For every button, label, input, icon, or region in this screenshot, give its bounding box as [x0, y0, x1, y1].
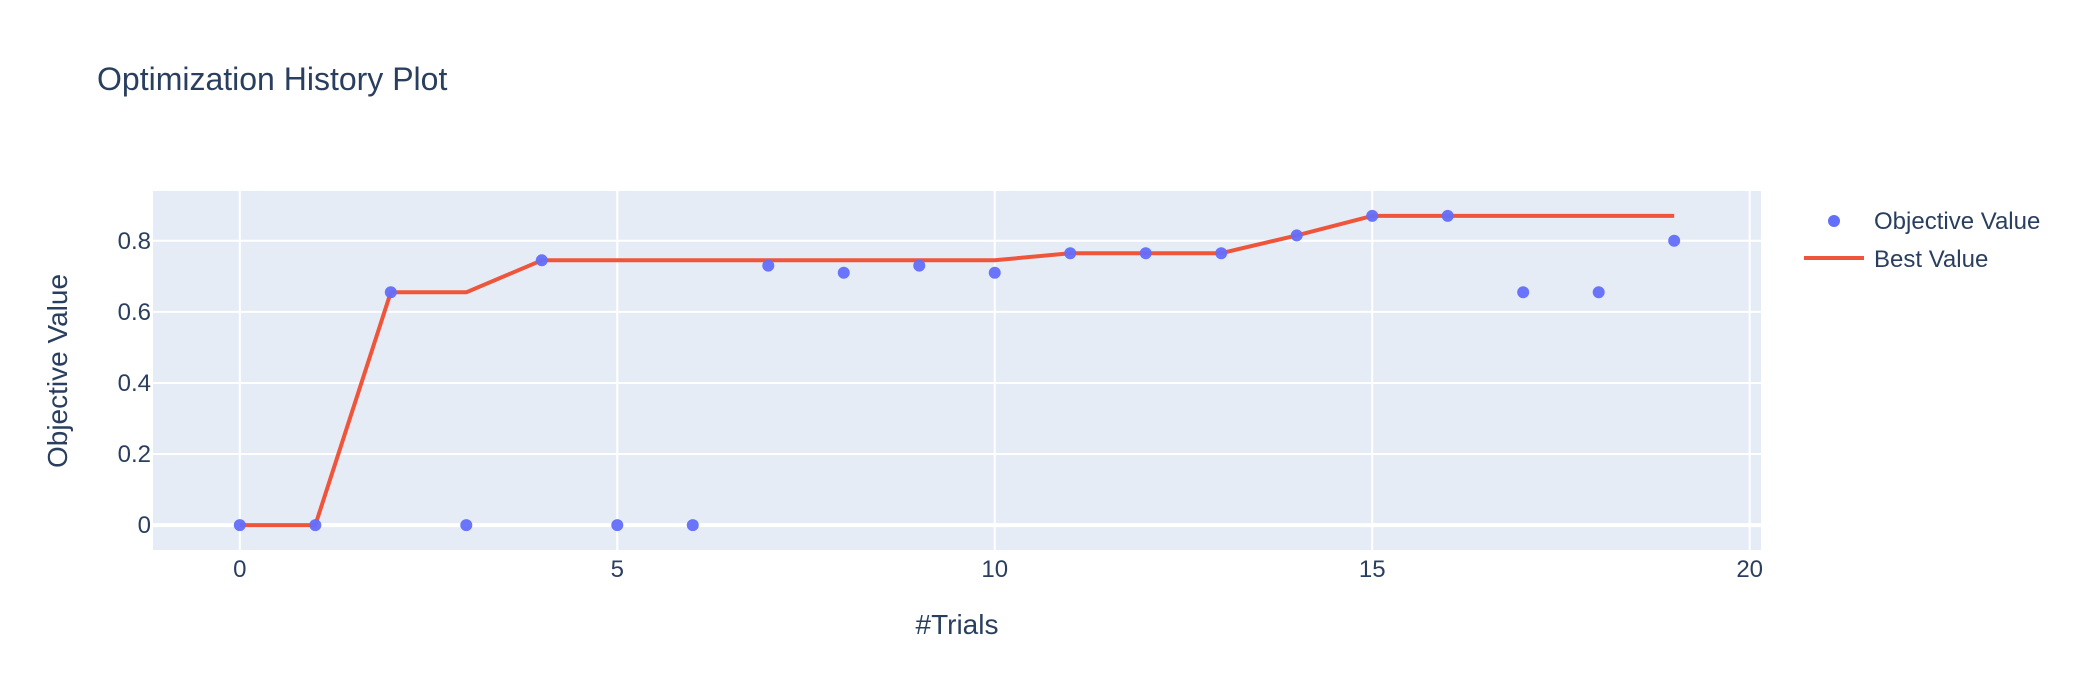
legend-label: Objective Value [1874, 208, 2040, 235]
y-tick-label: 0 [138, 512, 151, 539]
legend-label: Best Value [1874, 246, 1988, 273]
series-layer [233, 209, 1681, 532]
x-axis-title: #Trials [916, 609, 999, 640]
x-tick-label: 0 [233, 556, 246, 583]
objective-value-point [988, 266, 1001, 279]
x-tick-label: 10 [981, 556, 1008, 583]
objective-value-point [611, 519, 624, 532]
objective-value-point [309, 519, 322, 532]
y-axis-title: Objective Value [42, 274, 73, 468]
y-tick-label: 0.6 [118, 299, 151, 326]
y-gridlines [153, 239, 1761, 528]
y-tick-label: 0.4 [118, 370, 151, 397]
objective-value-point [1592, 286, 1605, 299]
objective-value-point [1139, 247, 1152, 260]
objective-value-point [460, 519, 473, 532]
objective-value-point [686, 519, 699, 532]
objective-value-point [1290, 229, 1303, 242]
objective-value-point [762, 259, 775, 272]
chart-title: Optimization History Plot [97, 61, 447, 97]
objective-value-point [1668, 234, 1681, 247]
objective-value-point [1517, 286, 1530, 299]
objective-value-point [1366, 209, 1379, 222]
x-gridlines [238, 191, 1751, 550]
y-tick-labels: 0 0.2 0.4 0.6 0.8 [118, 228, 151, 539]
objective-value-point [535, 254, 548, 267]
legend: Objective Value Best Value [1804, 208, 2040, 273]
objective-value-point [1064, 247, 1077, 260]
x-tick-label: 5 [611, 556, 624, 583]
x-tick-label: 15 [1359, 556, 1386, 583]
legend-marker-objective-value [1828, 215, 1840, 227]
y-tick-label: 0.8 [118, 228, 151, 255]
objective-value-point [384, 286, 397, 299]
plot-area [153, 191, 1761, 550]
objective-value-point [1215, 247, 1228, 260]
y-tick-label: 0.2 [118, 441, 151, 468]
x-tick-labels: 0 5 10 15 20 [233, 556, 1763, 583]
objective-value-point [1441, 209, 1454, 222]
objective-value-point [837, 266, 850, 279]
best-value-line [239, 213, 1675, 528]
x-tick-label: 20 [1736, 556, 1763, 583]
objective-value-point [233, 519, 246, 532]
objective-value-point [913, 259, 926, 272]
